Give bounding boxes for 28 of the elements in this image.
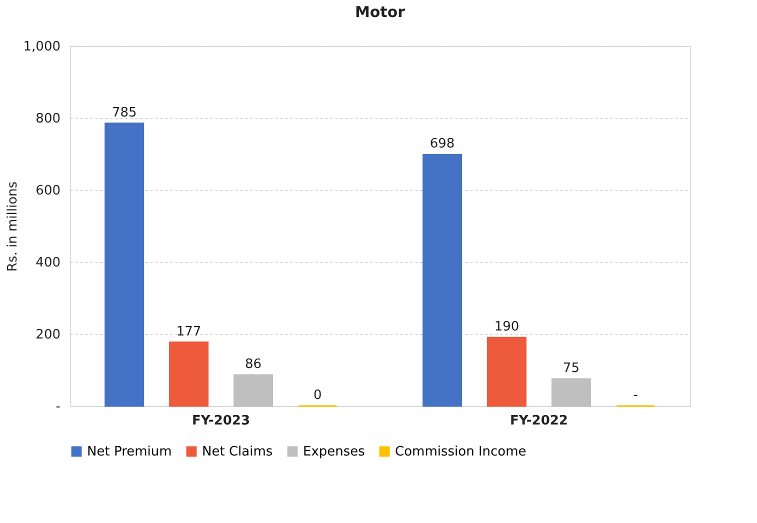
y-tick-label: 1,000 [23,40,60,54]
bar [169,342,209,407]
data-label: 785 [112,105,137,120]
legend-label: Net Premium [87,444,172,460]
bar [234,374,273,407]
bar [104,122,144,407]
x-tick-label: FY-2023 [192,414,250,428]
y-tick-label: 400 [36,256,60,270]
bar [551,378,591,407]
legend-label: Commission Income [395,444,526,460]
data-label: 698 [430,136,455,152]
bar [487,336,526,407]
y-tick-label: - [56,400,61,414]
data-label: 75 [562,361,580,376]
data-label: 177 [176,324,202,340]
y-tick-label: 800 [36,112,60,126]
x-tick-label: FY-2022 [510,414,568,428]
data-label: - [633,388,638,403]
chart-title: Motor [354,3,406,21]
data-label: 0 [314,388,322,403]
y-tick-label: 200 [36,328,60,342]
legend-label: Net Claims [202,444,273,460]
y-tick-label: 600 [36,184,60,198]
y-axis-title: Rs. in millions [5,181,20,272]
legend-label: Expenses [303,444,366,460]
data-label: 190 [494,320,520,335]
data-label: 86 [244,357,262,372]
bar [422,154,462,407]
